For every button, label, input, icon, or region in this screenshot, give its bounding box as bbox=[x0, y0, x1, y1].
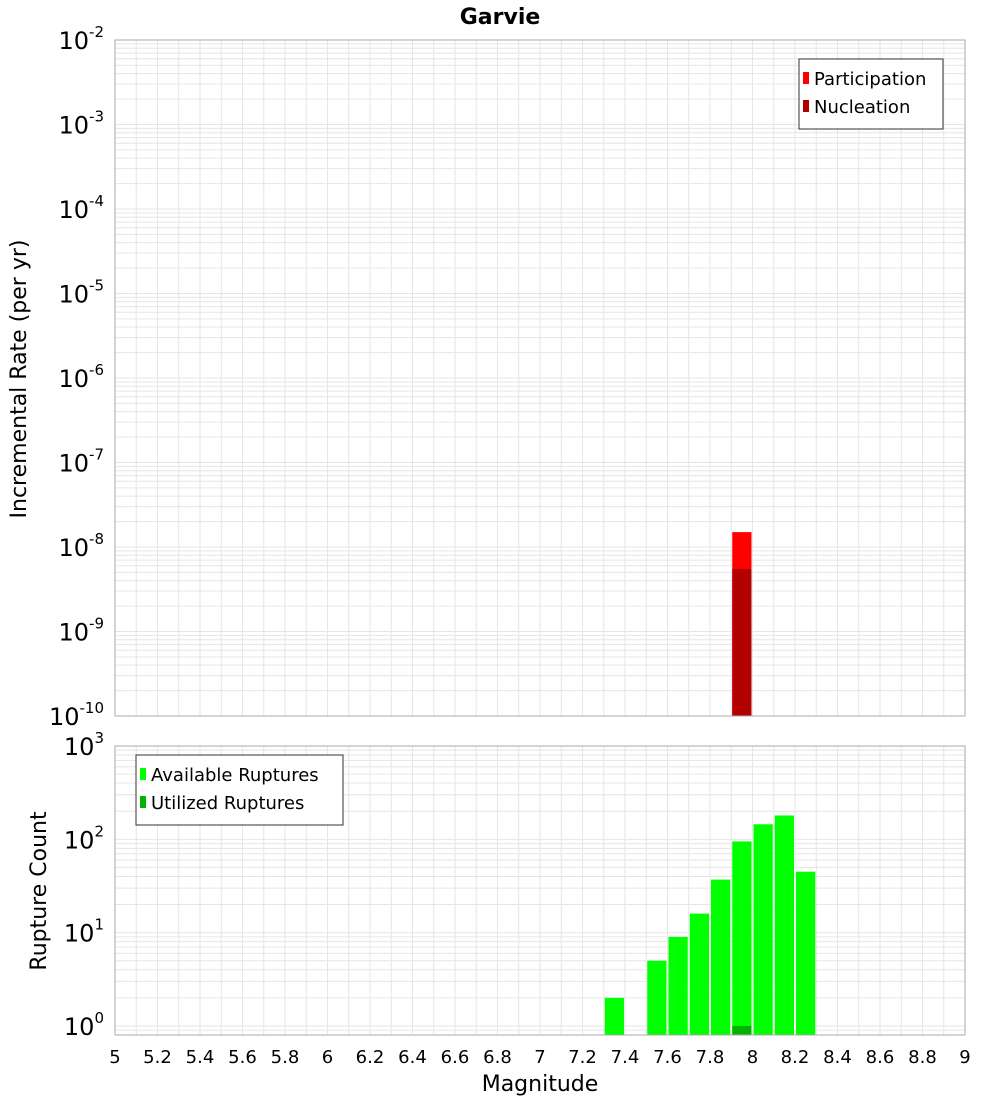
x-tick-label: 5.6 bbox=[228, 1047, 257, 1068]
top-y-tick-label: 10-7 bbox=[58, 446, 104, 478]
x-tick-label: 5.2 bbox=[143, 1047, 172, 1068]
legend-swatch bbox=[140, 768, 146, 780]
top-y-tick-label: 10-2 bbox=[58, 23, 104, 55]
legend-swatch bbox=[140, 796, 146, 808]
available-ruptures-bar bbox=[732, 841, 752, 1035]
available-ruptures-bar bbox=[774, 815, 794, 1035]
x-tick-label: 9 bbox=[959, 1047, 970, 1068]
bottom-y-axis-label: Rupture Count bbox=[27, 811, 52, 971]
incremental-rate-plot: 10-2 10-3 10-4 10-5 10-6 10-7 10-8 10-9 10-10 bbox=[49, 23, 966, 731]
top-y-tick-label: 10-4 bbox=[58, 192, 104, 224]
bottom-plot-frame bbox=[114, 745, 966, 1036]
legend-box bbox=[798, 58, 944, 130]
rupture-legend: Available Ruptures Utilized Ruptures bbox=[135, 754, 344, 826]
x-tick-label: 6.2 bbox=[356, 1047, 385, 1068]
bottom-y-tick-label: 101 bbox=[64, 916, 104, 948]
rupture-count-plot: 103 102 101 100 bbox=[64, 729, 966, 1041]
top-y-axis-label: Incremental Rate (per yr) bbox=[7, 240, 32, 519]
legend-label: Available Ruptures bbox=[151, 765, 319, 786]
legend-label: Utilized Ruptures bbox=[151, 793, 304, 814]
legend-swatch bbox=[803, 72, 809, 84]
x-tick-label: 6.8 bbox=[483, 1047, 512, 1068]
x-tick-label: 7.6 bbox=[653, 1047, 682, 1068]
x-axis-ticks: 5 5.2 5.4 5.6 5.8 6 6.2 6.4 6.6 6.8 7 7.2 7.4 7.6 7.8 8… bbox=[109, 1047, 970, 1068]
x-tick-label: 5 bbox=[109, 1047, 120, 1068]
x-tick-label: 7.8 bbox=[696, 1047, 725, 1068]
top-plot-frame bbox=[114, 39, 966, 717]
x-tick-label: 8.2 bbox=[781, 1047, 810, 1068]
x-tick-label: 7 bbox=[534, 1047, 545, 1068]
bottom-y-tick-label: 100 bbox=[64, 1009, 104, 1041]
available-ruptures-bar bbox=[647, 960, 667, 1035]
available-ruptures-bar bbox=[689, 913, 709, 1035]
legend-label: Nucleation bbox=[814, 97, 910, 118]
nucleation-bar bbox=[732, 568, 752, 716]
x-tick-label: 6 bbox=[322, 1047, 333, 1068]
available-ruptures-bar bbox=[796, 871, 816, 1035]
legend-swatch bbox=[803, 100, 809, 112]
chart-title: Garvie bbox=[460, 5, 541, 30]
bottom-y-tick-label: 103 bbox=[64, 729, 104, 761]
top-y-tick-label: 10-10 bbox=[49, 699, 104, 731]
rate-legend: Participation Nucleation bbox=[798, 58, 944, 130]
top-y-tick-label: 10-8 bbox=[58, 530, 104, 562]
available-ruptures-bar bbox=[711, 879, 731, 1035]
x-axis-label: Magnitude bbox=[482, 1072, 599, 1097]
x-tick-label: 5.4 bbox=[186, 1047, 215, 1068]
top-y-tick-label: 10-5 bbox=[58, 277, 104, 309]
x-tick-label: 6.4 bbox=[398, 1047, 427, 1068]
x-tick-label: 6.6 bbox=[441, 1047, 470, 1068]
available-ruptures-bar bbox=[668, 936, 688, 1035]
x-tick-label: 8.4 bbox=[823, 1047, 852, 1068]
bottom-y-tick-label: 102 bbox=[64, 822, 104, 854]
legend-box bbox=[135, 754, 344, 826]
x-tick-label: 5.8 bbox=[271, 1047, 300, 1068]
top-y-tick-label: 10-6 bbox=[58, 361, 104, 393]
top-y-tick-label: 10-3 bbox=[58, 108, 104, 140]
x-tick-label: 7.4 bbox=[611, 1047, 640, 1068]
available-ruptures-bar bbox=[604, 997, 624, 1035]
x-tick-label: 8.8 bbox=[908, 1047, 937, 1068]
available-ruptures-bar bbox=[753, 824, 773, 1035]
x-tick-label: 8.6 bbox=[866, 1047, 895, 1068]
x-tick-label: 8 bbox=[747, 1047, 758, 1068]
utilized-ruptures-bar bbox=[732, 1025, 752, 1035]
top-y-tick-label: 10-9 bbox=[58, 615, 104, 647]
legend-label: Participation bbox=[814, 69, 926, 90]
x-tick-label: 7.2 bbox=[568, 1047, 597, 1068]
